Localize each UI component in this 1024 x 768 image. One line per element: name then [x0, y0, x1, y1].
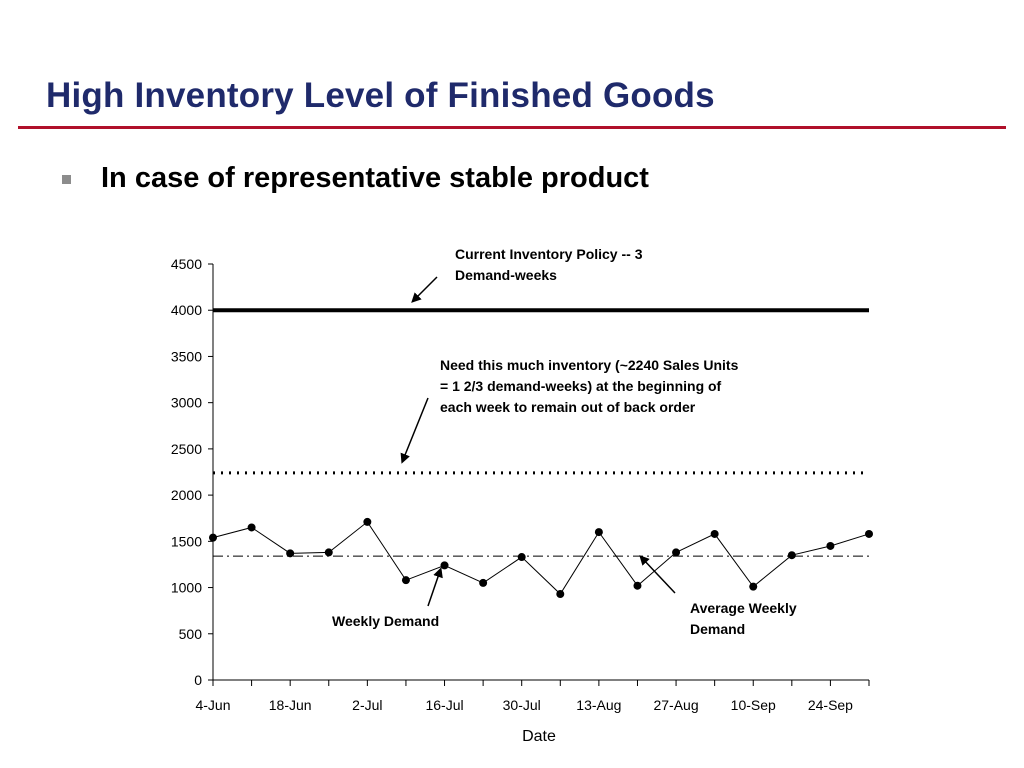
bullet-item: In case of representative stable product — [62, 162, 649, 195]
reference-lines — [213, 308, 869, 557]
title-divider — [18, 126, 1006, 129]
x-tick-label: 27-Aug — [653, 697, 698, 713]
policy-annotation-line: Demand-weeks — [455, 267, 557, 283]
weekly-demand-point — [247, 523, 256, 532]
weekly-demand-point — [826, 541, 835, 550]
weekly-demand-point — [517, 553, 526, 562]
weekly-demand-point — [787, 551, 796, 560]
x-tick-label: 16-Jul — [425, 697, 463, 713]
weekly-demand-point — [710, 529, 719, 538]
x-tick-label: 30-Jul — [503, 697, 541, 713]
y-tick-label: 1500 — [171, 533, 202, 549]
weekly-demand-point — [556, 590, 565, 599]
x-axis-title: Date — [522, 728, 556, 745]
weekly-demand-line — [212, 521, 870, 595]
y-tick-label: 3500 — [171, 348, 202, 364]
y-tick-label: 500 — [179, 626, 203, 642]
x-tick-label: 4-Jun — [195, 697, 230, 713]
x-tick-label: 18-Jun — [269, 697, 312, 713]
weekly-demand-point — [672, 548, 681, 557]
weekly-demand-annotation: Weekly Demand — [332, 613, 439, 629]
y-tick-label: 4000 — [171, 302, 202, 318]
y-tick-label: 1000 — [171, 580, 202, 596]
average-demand-arrow-icon — [639, 555, 676, 594]
x-tick-label: 10-Sep — [731, 697, 776, 713]
average-demand-annotation: Average Weekly Demand — [690, 600, 797, 637]
average-demand-annotation-line: Average Weekly — [690, 600, 797, 616]
required-inventory-arrow-icon — [400, 397, 429, 464]
weekly-demand-point — [865, 529, 873, 538]
weekly-demand-series — [209, 517, 873, 599]
weekly-demand-point — [209, 533, 217, 542]
y-tick-label: 2000 — [171, 487, 202, 503]
x-tick-label: 24-Sep — [808, 697, 853, 713]
square-bullet-icon — [62, 175, 71, 184]
x-tick-label: 2-Jul — [352, 697, 382, 713]
page-title: High Inventory Level of Finished Goods — [46, 76, 715, 115]
weekly-demand-point — [363, 517, 372, 526]
policy-annotation-line: Current Inventory Policy -- 3 — [455, 246, 643, 262]
bullet-text: In case of representative stable product — [101, 162, 649, 194]
weekly-demand-point — [633, 581, 642, 590]
y-tick-label: 4500 — [171, 256, 202, 272]
y-tick-label: 2500 — [171, 441, 202, 457]
weekly-demand-point — [440, 561, 449, 570]
y-tick-label: 3000 — [171, 395, 202, 411]
required-inventory-annotation: Need this much inventory (~2240 Sales Un… — [440, 357, 739, 415]
policy-arrow-icon — [411, 276, 438, 303]
required-inventory-annotation-line: = 1 2/3 demand-weeks) at the beginning o… — [440, 378, 722, 394]
weekly-demand-point — [479, 578, 488, 587]
weekly-demand-point — [401, 576, 410, 585]
required-inventory-annotation-line: Need this much inventory (~2240 Sales Un… — [440, 357, 739, 373]
y-tick-label: 0 — [194, 672, 202, 688]
chart-annotations: Current Inventory Policy -- 3 Demand-week… — [332, 246, 797, 637]
required-inventory-annotation-line: each week to remain out of back order — [440, 399, 696, 415]
weekly-demand-annotation-line: Weekly Demand — [332, 613, 439, 629]
chart-axes: 0 500 1000 1500 2000 2500 3000 3500 4000 4500 4-Ju… — [171, 256, 870, 713]
weekly-demand-arrow-icon — [427, 567, 443, 607]
weekly-demand-point — [594, 528, 603, 537]
weekly-demand-point — [749, 582, 758, 591]
weekly-demand-point — [324, 548, 333, 557]
x-tick-label: 13-Aug — [576, 697, 621, 713]
policy-annotation: Current Inventory Policy -- 3 Demand-week… — [455, 246, 643, 283]
average-demand-annotation-line: Demand — [690, 621, 745, 637]
weekly-demand-point — [286, 549, 295, 558]
